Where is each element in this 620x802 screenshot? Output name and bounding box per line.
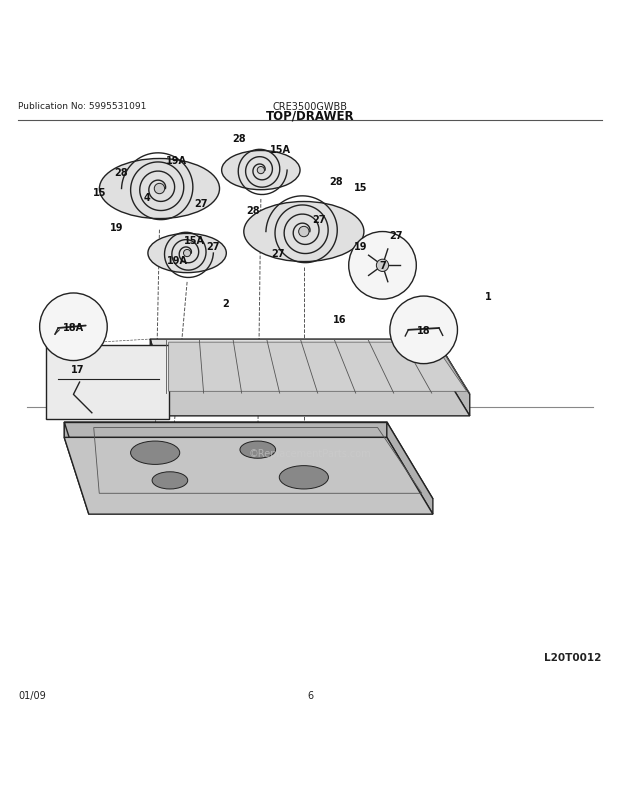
Text: L20T0012: L20T0012 xyxy=(544,652,602,662)
Text: 27: 27 xyxy=(389,230,403,241)
Text: 27: 27 xyxy=(312,215,326,225)
Circle shape xyxy=(184,250,191,257)
Text: 18: 18 xyxy=(417,326,430,335)
Text: 19A: 19A xyxy=(166,156,187,165)
Text: 19A: 19A xyxy=(167,256,188,266)
Circle shape xyxy=(40,294,107,361)
Text: TOP/DRAWER: TOP/DRAWER xyxy=(266,109,354,122)
Circle shape xyxy=(390,297,458,364)
Polygon shape xyxy=(387,423,433,515)
Text: 19: 19 xyxy=(110,223,123,233)
Text: 7: 7 xyxy=(379,261,386,271)
Text: Publication No: 5995531091: Publication No: 5995531091 xyxy=(18,102,146,111)
Text: 28: 28 xyxy=(247,206,260,216)
Ellipse shape xyxy=(99,160,219,219)
Ellipse shape xyxy=(221,152,300,190)
Text: 27: 27 xyxy=(272,249,285,259)
Text: 27: 27 xyxy=(206,241,219,251)
Polygon shape xyxy=(64,438,433,515)
Text: 15A: 15A xyxy=(270,144,291,155)
Text: ©ReplacementParts.com: ©ReplacementParts.com xyxy=(249,448,371,458)
Text: 18A: 18A xyxy=(63,322,84,332)
Text: 15: 15 xyxy=(92,188,106,197)
Text: 4: 4 xyxy=(144,192,151,202)
Polygon shape xyxy=(46,346,169,419)
Ellipse shape xyxy=(152,472,188,489)
Polygon shape xyxy=(64,423,387,438)
Text: 27: 27 xyxy=(194,198,207,209)
Text: 15A: 15A xyxy=(184,235,205,245)
Ellipse shape xyxy=(244,202,364,262)
Text: 15: 15 xyxy=(353,182,367,192)
Circle shape xyxy=(154,184,165,194)
Text: 2: 2 xyxy=(222,299,229,309)
Polygon shape xyxy=(150,361,470,416)
Polygon shape xyxy=(64,423,433,499)
Polygon shape xyxy=(436,339,470,416)
Circle shape xyxy=(299,227,309,237)
Polygon shape xyxy=(150,339,166,416)
Polygon shape xyxy=(150,339,470,395)
Text: 17: 17 xyxy=(71,364,84,374)
Text: 1: 1 xyxy=(485,292,492,302)
Text: 6: 6 xyxy=(307,691,313,700)
Text: 16: 16 xyxy=(333,315,346,325)
Text: 01/09: 01/09 xyxy=(18,691,46,700)
Polygon shape xyxy=(64,423,89,515)
Circle shape xyxy=(376,260,389,272)
Circle shape xyxy=(348,233,416,300)
Ellipse shape xyxy=(148,234,226,273)
Text: 28: 28 xyxy=(114,168,128,178)
Ellipse shape xyxy=(240,442,276,459)
Circle shape xyxy=(257,168,265,175)
Text: 28: 28 xyxy=(329,176,343,186)
Ellipse shape xyxy=(279,466,329,489)
Text: 19: 19 xyxy=(353,241,367,251)
Text: 28: 28 xyxy=(232,133,246,144)
Text: CRE3500GWBB: CRE3500GWBB xyxy=(273,102,347,111)
Ellipse shape xyxy=(131,442,180,465)
Polygon shape xyxy=(169,342,467,392)
